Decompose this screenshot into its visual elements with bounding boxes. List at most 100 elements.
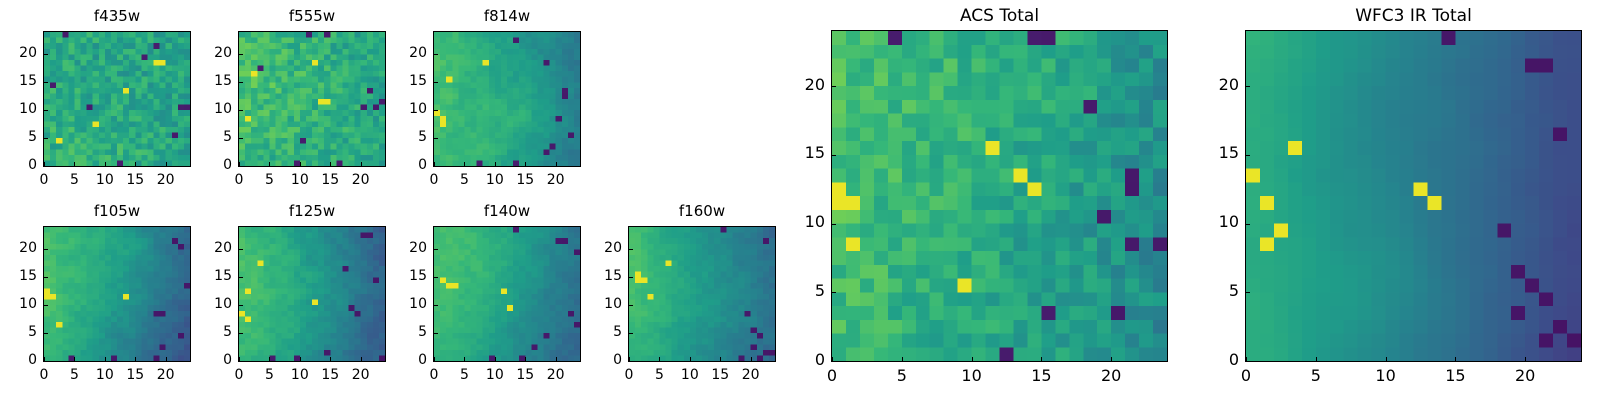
y-tick-label: 20 xyxy=(409,45,427,62)
x-tick-mark xyxy=(434,357,435,361)
x-tick-label: 15 xyxy=(126,172,145,188)
y-tick-label: 0 xyxy=(418,351,427,368)
x-tick-label: 10 xyxy=(485,367,504,383)
x-tick-mark xyxy=(689,357,691,361)
x-tick-label: 5 xyxy=(1310,366,1321,385)
heatmap-f555w[interactable] xyxy=(238,31,386,167)
x-tick-label: 0 xyxy=(624,367,634,383)
y-tick-label: 10 xyxy=(804,212,825,232)
heatmap-acs-total[interactable] xyxy=(831,30,1168,362)
x-tick-label: 5 xyxy=(459,367,469,383)
y-tick-mark xyxy=(832,292,836,294)
x-tick-label: 15 xyxy=(126,367,145,383)
x-tick-label: 20 xyxy=(741,367,760,383)
x-tick-mark xyxy=(104,162,106,166)
panel-title-acs-total: ACS Total xyxy=(959,6,1040,26)
panel-title-f814w: f814w xyxy=(483,7,531,25)
x-tick-label: 0 xyxy=(1240,366,1252,385)
heatmap-canvas-f105w xyxy=(44,227,190,361)
y-tick-mark xyxy=(239,249,243,251)
x-tick-mark xyxy=(494,162,496,166)
y-tick-label: 15 xyxy=(19,268,37,285)
x-tick-label: 10 xyxy=(1375,366,1396,385)
y-tick-mark xyxy=(832,223,836,225)
y-tick-label: 0 xyxy=(613,351,622,368)
heatmap-wfc3-ir-total[interactable] xyxy=(1245,30,1582,362)
y-tick-mark xyxy=(434,305,438,307)
x-tick-mark xyxy=(74,357,76,361)
x-tick-mark xyxy=(1525,357,1527,361)
y-tick-label: 15 xyxy=(19,73,37,90)
y-tick-label: 20 xyxy=(804,74,825,94)
x-tick-mark xyxy=(239,162,240,166)
heatmap-canvas-f140w xyxy=(434,227,580,361)
y-tick-label: 20 xyxy=(1218,74,1239,94)
x-tick-mark xyxy=(269,162,271,166)
y-tick-label: 5 xyxy=(223,128,232,145)
x-tick-label: 10 xyxy=(290,367,309,383)
y-tick-mark xyxy=(629,249,633,251)
heatmap-f435w[interactable] xyxy=(43,31,191,167)
y-tick-mark xyxy=(239,138,243,140)
x-tick-label: 10 xyxy=(680,367,699,383)
y-tick-label: 20 xyxy=(19,240,37,257)
y-tick-label: 5 xyxy=(28,323,37,340)
x-tick-mark xyxy=(104,357,106,361)
heatmap-f125w[interactable] xyxy=(238,226,386,362)
panel-title-f105w: f105w xyxy=(93,202,141,220)
x-tick-mark xyxy=(525,357,527,361)
y-tick-label: 15 xyxy=(804,143,825,163)
y-tick-label: 15 xyxy=(1218,143,1239,163)
y-tick-mark xyxy=(44,110,48,112)
y-tick-label: 0 xyxy=(418,156,427,173)
x-tick-label: 10 xyxy=(290,172,309,188)
x-tick-mark xyxy=(135,162,137,166)
x-tick-label: 0 xyxy=(826,366,838,385)
x-tick-mark xyxy=(299,162,301,166)
x-tick-label: 15 xyxy=(321,367,340,383)
y-tick-mark xyxy=(44,166,48,167)
heatmap-canvas-f160w xyxy=(629,227,775,361)
x-tick-mark xyxy=(464,162,466,166)
y-tick-label: 20 xyxy=(409,240,427,257)
panel-acs-total: ACS Total 0 0 5 5 10 10 15 15 20 20 xyxy=(791,4,1168,390)
x-tick-mark xyxy=(832,357,833,361)
x-tick-label: 5 xyxy=(69,367,79,383)
x-tick-mark xyxy=(330,162,332,166)
heatmap-f160w[interactable] xyxy=(628,226,776,362)
heatmap-f814w[interactable] xyxy=(433,31,581,167)
heatmap-canvas-f435w xyxy=(44,32,190,166)
x-tick-mark xyxy=(299,357,301,361)
x-tick-label: 15 xyxy=(711,367,730,383)
y-tick-mark xyxy=(434,138,438,140)
y-tick-mark xyxy=(1246,223,1250,225)
y-tick-mark xyxy=(44,277,48,279)
y-tick-label: 10 xyxy=(19,296,37,313)
x-tick-label: 5 xyxy=(69,172,79,188)
y-tick-label: 15 xyxy=(409,73,427,90)
x-tick-mark xyxy=(269,357,271,361)
heatmap-f140w[interactable] xyxy=(433,226,581,362)
y-tick-mark xyxy=(44,138,48,140)
y-tick-label: 10 xyxy=(19,101,37,118)
y-tick-label: 20 xyxy=(214,45,232,62)
x-tick-mark xyxy=(165,357,167,361)
x-tick-label: 15 xyxy=(1445,366,1466,385)
x-tick-mark xyxy=(494,357,496,361)
y-tick-mark xyxy=(44,249,48,251)
y-tick-mark xyxy=(629,361,633,362)
heatmap-f105w[interactable] xyxy=(43,226,191,362)
y-tick-label: 5 xyxy=(613,323,622,340)
heatmap-canvas-acs-total xyxy=(832,31,1167,361)
heatmap-canvas-f555w xyxy=(239,32,385,166)
y-tick-label: 5 xyxy=(223,323,232,340)
x-tick-mark xyxy=(360,162,362,166)
y-tick-label: 5 xyxy=(418,128,427,145)
x-tick-mark xyxy=(44,162,45,166)
heatmap-canvas-wfc3-ir-total xyxy=(1246,31,1581,361)
x-tick-label: 0 xyxy=(234,172,244,188)
heatmap-canvas-f125w xyxy=(239,227,385,361)
x-tick-label: 0 xyxy=(429,172,439,188)
panel-f140w: f140w 0 0 5 5 10 10 15 15 20 20 xyxy=(393,200,581,390)
